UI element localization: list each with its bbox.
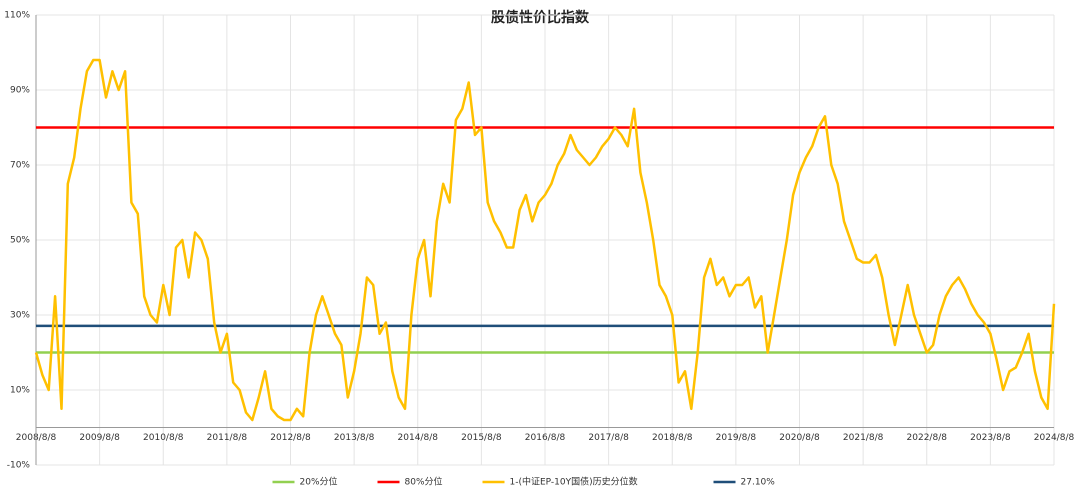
x-tick-label: 2018/8/8	[652, 433, 693, 443]
y-tick-label: 90%	[10, 86, 30, 96]
x-tick-label: 2012/8/8	[270, 433, 311, 443]
chart-title: 股债性价比指数	[491, 9, 590, 26]
legend-label: 27.10%	[741, 478, 776, 488]
y-tick-label: -10%	[7, 461, 31, 471]
x-tick-label: 2019/8/8	[716, 433, 757, 443]
x-tick-label: 2022/8/8	[907, 433, 948, 443]
x-tick-label: 2013/8/8	[334, 433, 375, 443]
x-tick-label: 2024/8/8	[1034, 433, 1075, 443]
x-tick-label: 2015/8/8	[461, 433, 502, 443]
legend-label: 20%分位	[300, 476, 338, 488]
x-tick-label: 2010/8/8	[143, 433, 184, 443]
x-tick-label: 2014/8/8	[398, 433, 439, 443]
x-tick-label: 2017/8/8	[588, 433, 629, 443]
legend-label: 1-(中证EP-10Y国债)历史分位数	[510, 476, 638, 488]
y-tick-label: 110%	[4, 11, 30, 21]
y-tick-label: 30%	[10, 311, 30, 321]
x-tick-label: 2016/8/8	[525, 433, 566, 443]
legend-label: 80%分位	[405, 476, 443, 488]
x-tick-label: 2020/8/8	[779, 433, 820, 443]
y-tick-label: 70%	[10, 161, 30, 171]
x-tick-label: 2009/8/8	[79, 433, 120, 443]
x-tick-label: 2011/8/8	[207, 433, 248, 443]
x-tick-label: 2023/8/8	[970, 433, 1011, 443]
x-tick-label: 2021/8/8	[843, 433, 884, 443]
y-tick-label: 50%	[10, 236, 30, 246]
data-line	[34, 58, 1056, 422]
y-tick-label: 10%	[10, 386, 30, 396]
